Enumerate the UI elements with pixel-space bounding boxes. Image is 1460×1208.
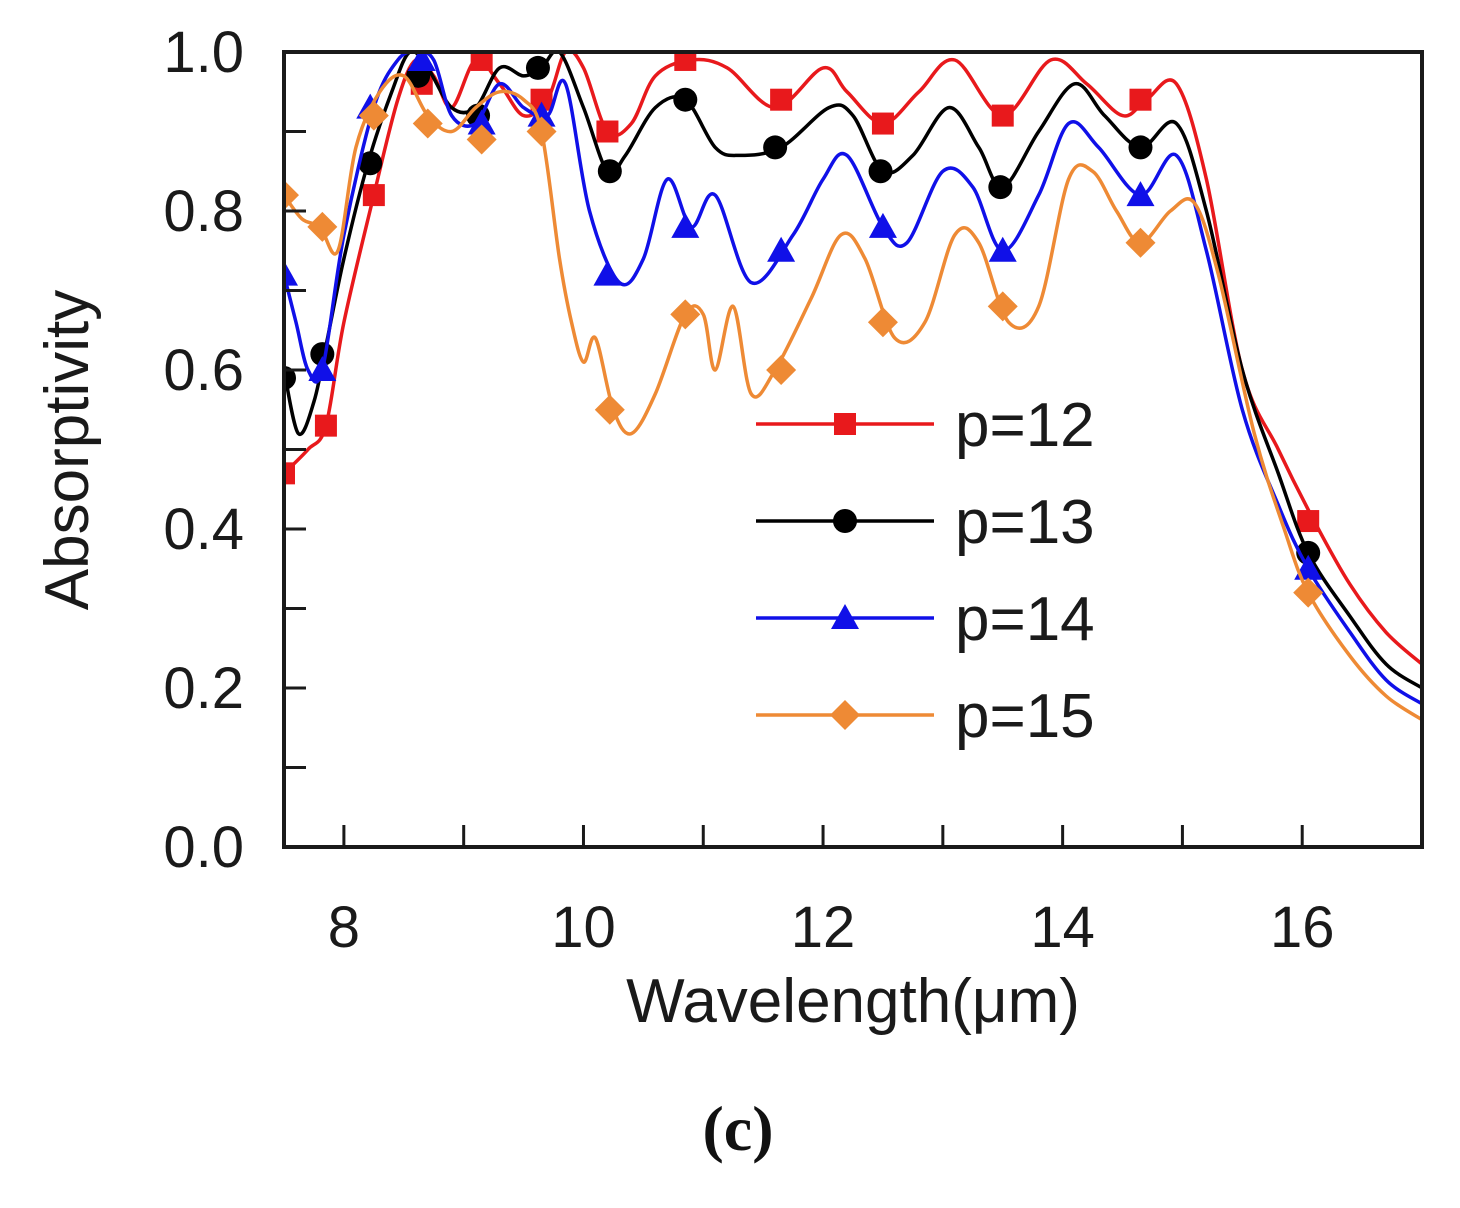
- data-point-marker: [871, 112, 894, 135]
- data-point-marker: [466, 124, 497, 155]
- legend: p=12 p=13 p=14 p=15: [756, 391, 1095, 751]
- x-tick-label: 10: [551, 895, 616, 960]
- legend-entry-p=13: p=13: [756, 488, 1095, 557]
- data-point-marker: [763, 135, 788, 160]
- data-point-marker: [670, 299, 701, 330]
- y-tick-label: 0.8: [163, 179, 244, 244]
- data-point-marker: [671, 212, 700, 238]
- x-tick-label: 16: [1270, 895, 1335, 960]
- data-point-marker: [314, 414, 337, 437]
- series-p=14: [284, 50, 1422, 706]
- data-point-marker: [527, 101, 556, 127]
- data-point-marker: [1293, 577, 1324, 608]
- legend-entry-p=15: p=15: [756, 682, 1095, 751]
- legend-label: p=14: [955, 585, 1095, 654]
- legend-marker: [834, 413, 856, 435]
- data-point-marker: [1129, 88, 1152, 111]
- data-point-marker: [362, 184, 385, 207]
- data-point-marker: [526, 116, 557, 147]
- legend-marker: [833, 509, 857, 533]
- data-point-marker: [407, 50, 436, 71]
- data-point-marker: [991, 104, 1014, 127]
- data-point-marker: [1125, 227, 1156, 258]
- data-point-marker: [868, 159, 893, 184]
- series-layer: [284, 50, 1422, 722]
- data-point-marker: [284, 260, 298, 286]
- series-p=15: [284, 73, 1422, 722]
- y-tick-label: 0.6: [163, 338, 244, 403]
- data-point-marker: [770, 88, 793, 111]
- legend-label: p=13: [955, 488, 1095, 557]
- y-tick-label: 1.0: [163, 20, 244, 85]
- series-p=13: [284, 50, 1422, 690]
- data-point-marker: [307, 211, 338, 242]
- data-point-marker: [988, 175, 1013, 200]
- legend-marker: [830, 700, 860, 730]
- y-tick-label: 0.4: [163, 497, 244, 562]
- y-tick-label: 0.0: [163, 815, 244, 880]
- data-point-marker: [594, 394, 625, 425]
- data-point-marker: [674, 50, 697, 71]
- series-line: [284, 50, 1422, 666]
- legend-label: p=12: [955, 391, 1095, 460]
- legend-entry-p=12: p=12: [756, 391, 1095, 460]
- x-tick-label: 8: [328, 895, 360, 960]
- data-point-marker: [987, 291, 1018, 322]
- series-line: [284, 73, 1422, 722]
- data-point-marker: [868, 212, 897, 238]
- plot-frame: [282, 50, 1424, 849]
- legend-entry-p=14: p=14: [756, 585, 1095, 654]
- data-point-marker: [1128, 135, 1153, 160]
- series-line: [284, 50, 1422, 706]
- legend-label: p=15: [955, 682, 1095, 751]
- data-point-marker: [530, 88, 553, 111]
- x-tick-label: 12: [791, 895, 856, 960]
- tick-labels-layer: 8 10 12 14 16 0.0 0.2 0.4 0.6 0.8 1.0: [163, 20, 1334, 960]
- data-point-marker: [766, 355, 797, 385]
- data-point-marker: [593, 260, 622, 286]
- data-point-marker: [767, 236, 796, 262]
- data-point-marker: [470, 50, 493, 71]
- x-axis-title: Wavelength(μm): [626, 967, 1080, 1036]
- series-line: [284, 50, 1422, 690]
- data-point-marker: [1297, 510, 1320, 533]
- data-point-marker: [673, 87, 698, 112]
- data-point-marker: [358, 100, 389, 131]
- x-tick-label: 14: [1030, 895, 1095, 960]
- data-point-marker: [988, 236, 1017, 262]
- data-point-marker: [412, 108, 443, 139]
- legend-marker: [831, 604, 859, 629]
- data-point-marker: [308, 356, 337, 381]
- data-point-marker: [597, 159, 622, 184]
- panel-label: (c): [702, 1093, 773, 1164]
- series-p=12: [284, 50, 1422, 666]
- data-point-marker: [525, 55, 550, 80]
- data-point-marker: [867, 307, 898, 338]
- data-point-marker: [358, 151, 383, 176]
- ticks-layer: [284, 50, 1424, 849]
- data-point-marker: [1126, 181, 1155, 207]
- data-point-marker: [284, 462, 295, 485]
- data-point-marker: [596, 120, 619, 143]
- y-tick-label: 0.2: [163, 656, 244, 721]
- data-point-marker: [284, 365, 296, 390]
- data-point-marker: [467, 109, 496, 135]
- y-axis-title: Absorptivity: [33, 290, 102, 610]
- data-point-marker: [310, 342, 335, 367]
- data-point-marker: [284, 180, 299, 211]
